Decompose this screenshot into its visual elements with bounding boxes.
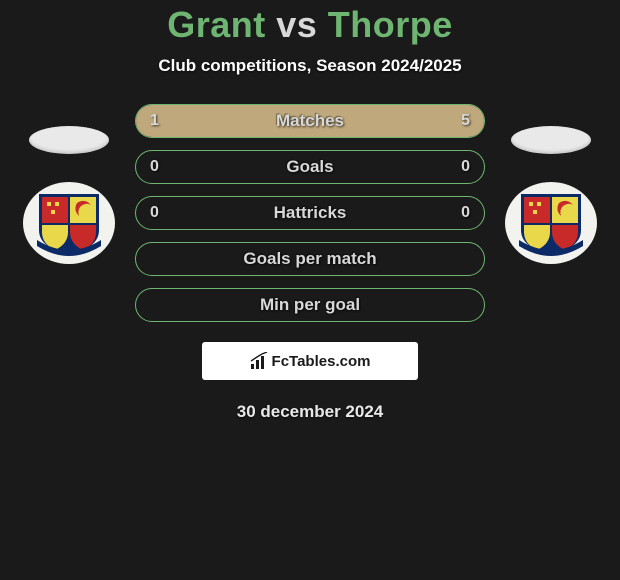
stat-bar: 1 5 Matches: [135, 104, 485, 138]
stat-label: Min per goal: [260, 295, 360, 315]
shield-icon: [517, 190, 585, 256]
subtitle: Club competitions, Season 2024/2025: [0, 56, 620, 76]
stat-bar: Goals per match: [135, 242, 485, 276]
infographic-root: Grant vs Thorpe Club competitions, Seaso…: [0, 0, 620, 422]
player1-silhouette: [29, 126, 109, 154]
stat-value-left: 1: [150, 112, 159, 130]
stat-bar: 0 0 Goals: [135, 150, 485, 184]
player1-club-crest: [23, 182, 115, 264]
title-vs: vs: [276, 4, 317, 45]
page-title: Grant vs Thorpe: [0, 4, 620, 46]
chart-icon: [250, 352, 268, 370]
stat-label: Goals per match: [243, 249, 376, 269]
right-column: [501, 104, 601, 264]
stat-label: Matches: [276, 111, 344, 131]
date-text: 30 december 2024: [0, 402, 620, 422]
shield-icon: [35, 190, 103, 256]
stat-bar: 0 0 Hattricks: [135, 196, 485, 230]
stats-column: 1 5 Matches 0 0 Goals 0 0 Hattricks Goals per mat…: [135, 104, 485, 322]
brand-text: FcTables.com: [272, 353, 371, 370]
stat-value-left: 0: [150, 204, 159, 222]
stat-value-right: 0: [461, 204, 470, 222]
brand-badge: FcTables.com: [202, 342, 418, 380]
player1-name: Grant: [167, 4, 266, 45]
stat-bar: Min per goal: [135, 288, 485, 322]
body-row: 1 5 Matches 0 0 Goals 0 0 Hattricks Goals per mat…: [0, 104, 620, 322]
stat-label: Hattricks: [274, 203, 347, 223]
player2-name: Thorpe: [328, 4, 453, 45]
stat-value-left: 0: [150, 158, 159, 176]
player2-club-crest: [505, 182, 597, 264]
stat-value-right: 5: [461, 112, 470, 130]
left-column: [19, 104, 119, 264]
player2-silhouette: [511, 126, 591, 154]
stat-label: Goals: [286, 157, 333, 177]
stat-fill-left: [136, 105, 195, 137]
stat-value-right: 0: [461, 158, 470, 176]
